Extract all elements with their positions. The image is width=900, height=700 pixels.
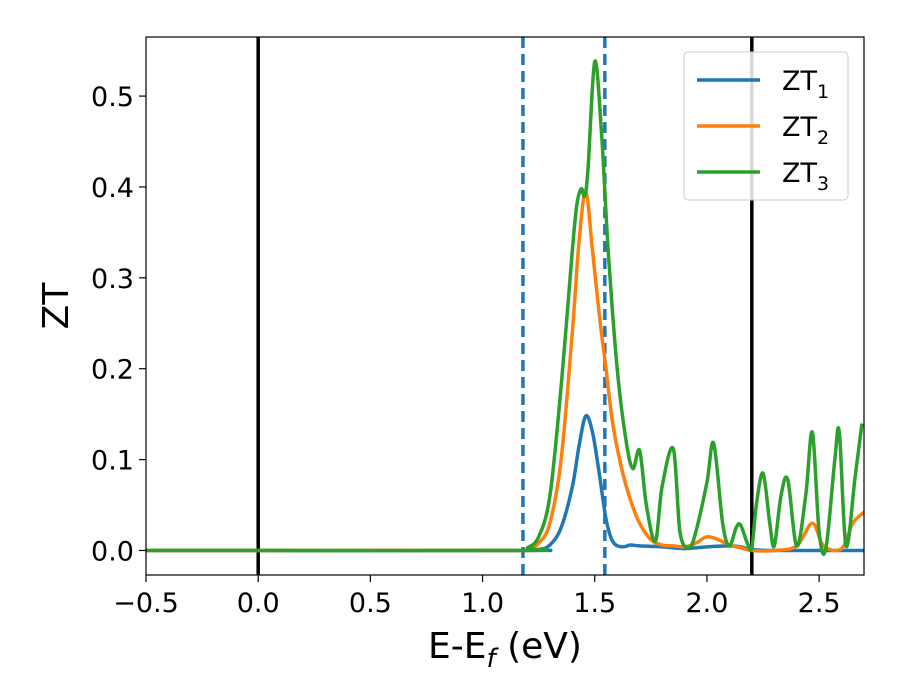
legend-box [683, 51, 849, 201]
y-axis: 0.0 0.1 0.2 0.3 0.4 0.5 [91, 82, 146, 567]
x-tick-label: 2.0 [685, 588, 728, 619]
legend: ZT1 ZT2 ZT3 [683, 51, 849, 201]
x-tick-label: 0.0 [237, 588, 280, 619]
series-line-zt2 [146, 189, 864, 553]
x-tick-label: −0.5 [113, 588, 179, 619]
series-lines [146, 59, 864, 556]
x-tick-label: 1.0 [461, 588, 504, 619]
x-axis-title: E-Ef (eV) [428, 626, 582, 674]
y-tick-label: 0.2 [91, 355, 134, 386]
legend-label-zt3: ZT3 [782, 158, 829, 195]
x-axis: −0.5 0.0 0.5 1.0 1.5 2.0 2.5 [113, 575, 841, 619]
legend-label-zt1: ZT1 [782, 66, 829, 103]
y-tick-label: 0.4 [91, 173, 134, 204]
y-tick-label: 0.5 [91, 82, 134, 113]
y-tick-label: 0.0 [91, 536, 134, 567]
plot-frame [145, 36, 865, 576]
legend-label-zt2: ZT2 [782, 112, 829, 149]
x-tick-label: 1.5 [573, 588, 616, 619]
y-tick-label: 0.1 [91, 446, 134, 477]
series-line-zt1 [146, 413, 864, 553]
x-tick-label: 0.5 [349, 588, 392, 619]
y-axis-title: ZT [36, 282, 77, 330]
series-line-zt3 [146, 59, 864, 556]
y-tick-label: 0.3 [91, 264, 134, 295]
x-tick-label: 2.5 [798, 588, 841, 619]
